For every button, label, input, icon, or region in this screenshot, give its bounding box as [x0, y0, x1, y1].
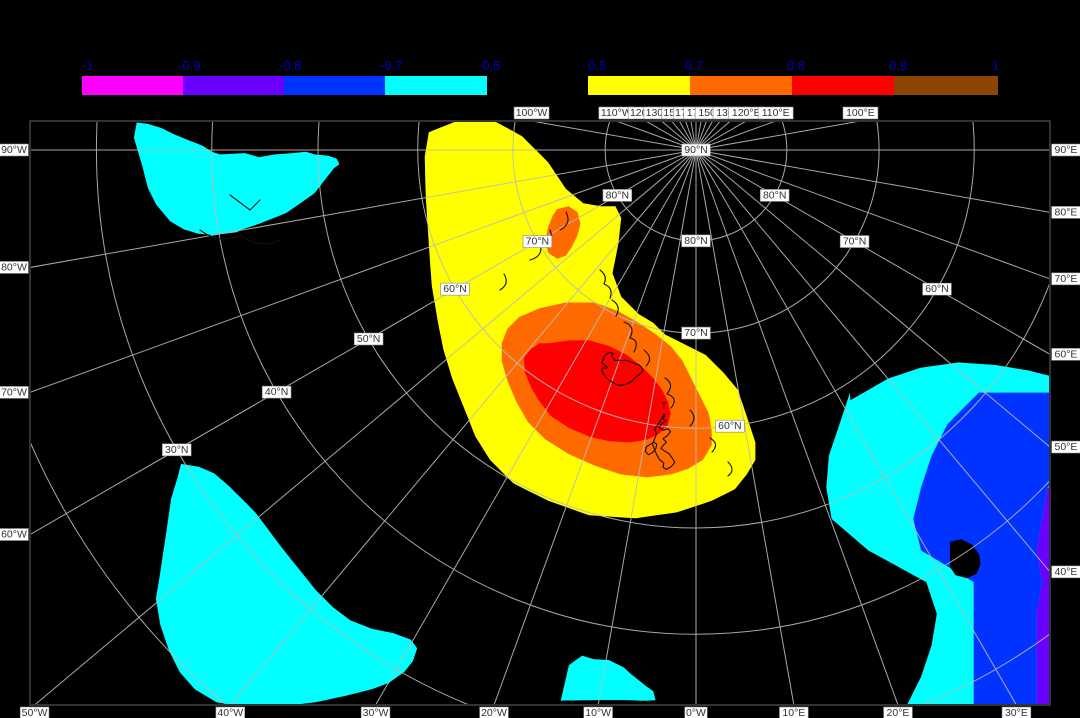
- svg-text:100°W: 100°W: [516, 107, 548, 119]
- svg-text:20°E: 20°E: [887, 707, 910, 718]
- svg-text:20°W: 20°W: [481, 707, 507, 718]
- svg-text:40°W: 40°W: [217, 707, 243, 718]
- svg-text:T: T: [661, 401, 667, 411]
- svg-text:80°E: 80°E: [1055, 206, 1078, 218]
- svg-text:-0.5: -0.5: [478, 58, 500, 73]
- svg-text:60°E: 60°E: [1055, 348, 1078, 360]
- svg-text:30°N: 30°N: [165, 444, 188, 456]
- svg-text:80°N: 80°N: [684, 235, 707, 247]
- svg-text:50°W: 50°W: [22, 707, 48, 718]
- svg-text:0.9: 0.9: [889, 58, 907, 73]
- svg-text:-0.8: -0.8: [279, 58, 301, 73]
- svg-text:60°N: 60°N: [443, 283, 466, 295]
- svg-text:70°E: 70°E: [1055, 273, 1078, 285]
- svg-text:80°W: 80°W: [1, 261, 27, 273]
- svg-text:70°W: 70°W: [1, 386, 27, 398]
- svg-text:10°E: 10°E: [782, 707, 805, 718]
- svg-text:0.5: 0.5: [588, 58, 606, 73]
- svg-text:30°W: 30°W: [363, 707, 389, 718]
- svg-text:80°N: 80°N: [606, 189, 629, 201]
- svg-text:70°N: 70°N: [526, 236, 549, 248]
- svg-text:0.7: 0.7: [685, 58, 703, 73]
- svg-text:0.8: 0.8: [787, 58, 805, 73]
- svg-text:-0.9: -0.9: [178, 58, 200, 73]
- svg-text:40°E: 40°E: [1055, 566, 1078, 578]
- svg-text:70°N: 70°N: [684, 327, 707, 339]
- svg-text:90°W: 90°W: [1, 144, 27, 156]
- svg-text:1: 1: [992, 58, 999, 73]
- svg-text:40°N: 40°N: [265, 386, 288, 398]
- svg-text:90°E: 90°E: [1055, 144, 1078, 156]
- svg-text:120°E: 120°E: [732, 107, 761, 119]
- svg-text:-1: -1: [82, 58, 94, 73]
- svg-text:60°W: 60°W: [1, 529, 27, 541]
- svg-text:70°N: 70°N: [843, 236, 866, 248]
- svg-text:50°E: 50°E: [1055, 441, 1078, 453]
- svg-text:30°E: 30°E: [1005, 707, 1028, 718]
- svg-text:100°E: 100°E: [846, 107, 875, 119]
- svg-text:10°W: 10°W: [585, 707, 611, 718]
- svg-text:60°N: 60°N: [718, 420, 741, 432]
- svg-text:-0.7: -0.7: [380, 58, 402, 73]
- svg-text:60°N: 60°N: [925, 283, 948, 295]
- svg-text:90°N: 90°N: [684, 144, 707, 156]
- svg-text:80°N: 80°N: [763, 189, 786, 201]
- svg-text:50°N: 50°N: [357, 333, 380, 345]
- svg-text:110°W: 110°W: [601, 107, 632, 119]
- svg-text:110°E: 110°E: [762, 107, 790, 119]
- svg-text:0°W: 0°W: [686, 707, 706, 718]
